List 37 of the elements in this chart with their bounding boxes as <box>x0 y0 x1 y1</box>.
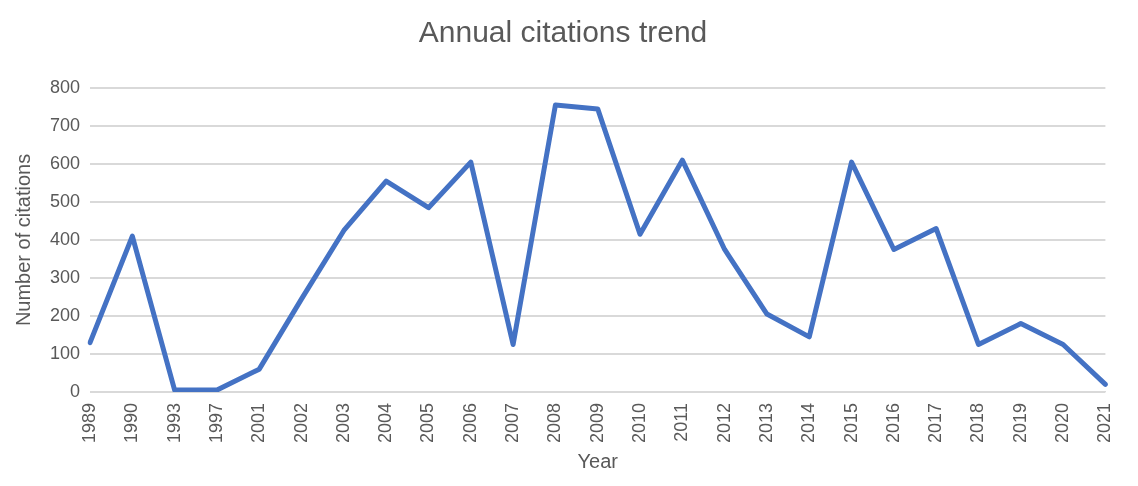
x-tick-label: 2011 <box>671 402 692 442</box>
x-tick-label: 2004 <box>375 402 396 443</box>
x-tick-label: 2006 <box>459 402 480 443</box>
x-tick-label: 1993 <box>163 402 184 443</box>
x-tick-label: 2015 <box>840 402 861 443</box>
y-tick-label: 700 <box>49 114 81 135</box>
x-tick-label: 2014 <box>798 402 819 443</box>
x-tick-label: 1990 <box>121 402 142 443</box>
chart-title: Annual citations trend <box>418 15 708 49</box>
y-tick-label: 300 <box>49 266 81 287</box>
x-tick-label: 2010 <box>628 402 649 443</box>
x-tick-label: 2018 <box>967 402 988 443</box>
x-tick-label: 2001 <box>248 402 269 443</box>
y-tick-label: 800 <box>49 76 81 97</box>
x-tick-label: 1997 <box>205 402 226 443</box>
x-tick-label: 2009 <box>586 402 607 443</box>
x-tick-label: 2016 <box>882 402 903 443</box>
y-tick-label: 500 <box>49 190 81 211</box>
x-tick-label: 2019 <box>1009 402 1030 443</box>
x-tick-label: 2021 <box>1094 402 1115 443</box>
y-tick-label: 600 <box>49 152 81 173</box>
x-tick-label: 2013 <box>755 402 776 443</box>
y-tick-label: 200 <box>49 304 81 325</box>
x-tick-label: 2012 <box>713 402 734 443</box>
x-tick-label: 2003 <box>332 402 353 443</box>
y-tick-label: 400 <box>49 228 81 249</box>
y-axis-title: Number of citations <box>11 153 34 327</box>
x-tick-label: 2007 <box>502 402 523 443</box>
x-tick-label: 2017 <box>925 402 946 443</box>
y-tick-label: 0 <box>70 380 81 401</box>
x-tick-label: 2005 <box>417 402 438 443</box>
x-tick-label: 2020 <box>1052 402 1073 443</box>
x-tick-label: 2002 <box>290 402 311 443</box>
x-axis-title: Year <box>577 449 619 472</box>
x-tick-label: 1989 <box>79 402 99 443</box>
x-tick-label: 2008 <box>544 402 565 443</box>
y-tick-label: 100 <box>49 342 81 363</box>
